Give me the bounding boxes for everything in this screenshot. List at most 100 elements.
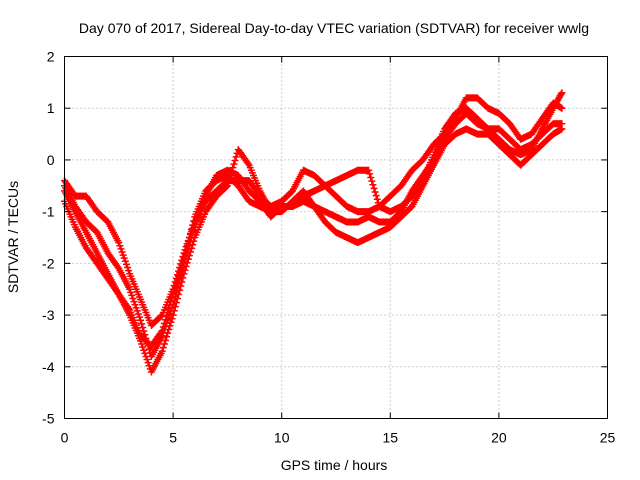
data-point — [372, 192, 380, 200]
data-point — [365, 166, 373, 174]
data-point — [429, 157, 437, 165]
y-tick-label: -5 — [42, 411, 55, 427]
data-point — [126, 285, 134, 293]
y-tick-label: -1 — [42, 204, 55, 220]
data-point — [123, 263, 131, 271]
data-point — [230, 160, 238, 168]
data-point — [193, 217, 201, 225]
data-point — [138, 320, 146, 328]
data-point — [116, 242, 124, 250]
y-tick-label: -4 — [42, 359, 55, 375]
data-point — [160, 340, 168, 348]
data-point — [120, 254, 128, 262]
data-point — [370, 184, 378, 192]
data-point — [122, 260, 130, 268]
data-point — [139, 343, 147, 351]
data-point — [114, 289, 122, 297]
y-axis-label: SDTVAR / TECUs — [5, 181, 21, 293]
data-point — [132, 304, 140, 312]
data-point — [130, 298, 138, 306]
data-point — [367, 174, 375, 182]
data-point — [137, 337, 145, 345]
data-point — [158, 347, 166, 355]
data-point — [114, 263, 122, 271]
data-point — [196, 208, 204, 216]
data-point — [159, 344, 167, 352]
data-point — [119, 251, 127, 259]
data-point — [141, 331, 149, 339]
y-tick-label: 1 — [47, 100, 55, 116]
data-point — [169, 311, 177, 319]
data-point — [134, 310, 142, 318]
data-point — [244, 160, 252, 168]
plot-frame — [64, 56, 608, 419]
data-point — [180, 259, 188, 267]
data-point — [197, 205, 205, 213]
data-point — [183, 248, 191, 256]
grid — [64, 56, 608, 419]
data-point — [182, 252, 190, 260]
data-point — [175, 280, 183, 288]
data-point — [142, 334, 150, 342]
data-point — [167, 307, 175, 315]
data-point — [184, 245, 192, 253]
data-point — [121, 257, 129, 265]
data-point — [232, 153, 240, 161]
data-point — [163, 319, 171, 327]
data-point — [186, 238, 194, 246]
data-point — [137, 316, 145, 324]
x-tick-label: 15 — [383, 430, 399, 446]
x-axis-label: GPS time / hours — [281, 457, 388, 473]
data-point — [135, 313, 143, 321]
data-point — [158, 332, 166, 340]
data-point — [169, 301, 177, 309]
x-tick-label: 0 — [61, 430, 69, 446]
data-point — [168, 315, 176, 323]
data-point — [368, 177, 376, 185]
data-point — [129, 295, 137, 303]
data-point — [173, 271, 181, 279]
data-point — [118, 248, 126, 256]
data-point — [176, 276, 184, 284]
data-point — [139, 323, 147, 331]
data-point — [161, 322, 169, 330]
data-point — [172, 274, 180, 282]
data-point — [125, 267, 133, 275]
x-tick-label: 10 — [274, 430, 290, 446]
data-point — [181, 256, 189, 264]
data-point — [157, 312, 165, 320]
data-point — [169, 285, 177, 293]
data-point — [558, 104, 566, 112]
data-point — [133, 307, 141, 315]
x-tick-label: 20 — [491, 430, 507, 446]
data-point — [558, 89, 566, 97]
data-point — [191, 223, 199, 231]
data-point — [143, 338, 151, 346]
data-point — [127, 288, 135, 296]
data-point — [189, 230, 197, 238]
data-point — [178, 268, 186, 276]
data-point — [188, 234, 196, 242]
data-point — [173, 284, 181, 292]
data-point — [195, 211, 203, 219]
y-tick-label: 0 — [47, 152, 55, 168]
data-point — [140, 327, 148, 335]
data-point — [159, 329, 167, 337]
data-point — [198, 201, 206, 209]
data-point — [163, 333, 171, 341]
data-marks — [61, 89, 566, 376]
data-point — [557, 90, 565, 98]
data-point — [369, 181, 377, 189]
data-point — [138, 340, 146, 348]
data-point — [140, 346, 148, 354]
data-point — [185, 241, 193, 249]
data-point — [373, 195, 381, 203]
data-point — [558, 120, 566, 128]
data-point — [144, 342, 152, 350]
data-point — [190, 227, 198, 235]
y-tick-label: 2 — [47, 49, 55, 65]
data-point — [177, 272, 185, 280]
y-tick-label: -3 — [42, 307, 55, 323]
data-point — [115, 239, 123, 247]
